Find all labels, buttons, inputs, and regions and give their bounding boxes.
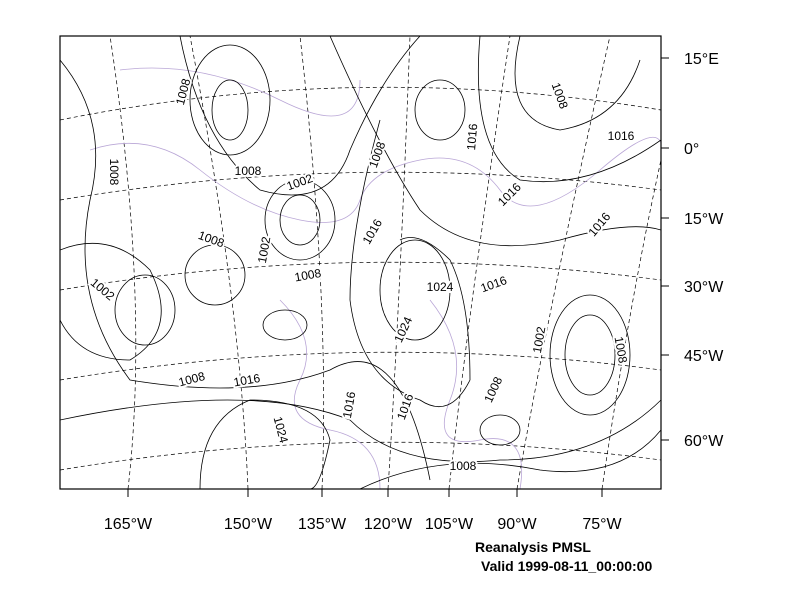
lon-label: 165°W: [104, 516, 153, 533]
contour-labels: 1008 1008 1008 1002 1008 1002 1002 1008 1016 1008…: [86, 75, 637, 475]
contour-label: 1002: [285, 171, 315, 193]
contours: [60, 36, 661, 489]
contour-label: 1008: [177, 369, 207, 390]
contour-label: 1008: [293, 266, 322, 284]
lat-label: 30°W: [684, 279, 724, 296]
lat-label: 15°E: [684, 51, 719, 68]
lon-label: 105°W: [425, 516, 474, 533]
lon-label: 150°W: [224, 516, 273, 533]
contour-label: 1008: [549, 81, 571, 111]
map-frame: [59, 35, 662, 490]
contour-label: 1016: [608, 129, 635, 143]
contour-label: 1008: [450, 459, 477, 473]
contour-label: 1008: [235, 164, 262, 178]
contour-label: 1024: [427, 280, 454, 294]
lat-label: 60°W: [684, 433, 724, 450]
lat-label: 45°W: [684, 348, 724, 365]
contour-label: 1008: [481, 374, 505, 404]
map-subtitle: Valid 1999-08-11_00:00:00: [481, 558, 652, 574]
contour-label: 1016: [394, 391, 416, 421]
contour-label: 1016: [464, 123, 480, 151]
contour-label: 1002: [88, 275, 118, 303]
lat-label: 0°: [684, 141, 699, 158]
contour-label: 1002: [255, 235, 273, 264]
contour-label: 1016: [340, 390, 358, 419]
contour-label: 1016: [232, 371, 261, 389]
map-title: Reanalysis PMSL: [475, 539, 591, 555]
contour-label: 1008: [366, 139, 388, 169]
lon-label: 90°W: [497, 516, 537, 533]
contour-label: 1002: [530, 325, 548, 354]
contour-label: 1008: [107, 159, 121, 186]
lon-label: 135°W: [298, 516, 347, 533]
contour-label: 1008: [196, 228, 226, 250]
contour-label: 1016: [585, 209, 613, 239]
axis-labels: 165°W 150°W 135°W 120°W 105°W 90°W 75°W 15°E 0° 1…: [104, 51, 724, 533]
lat-label: 15°W: [684, 211, 724, 228]
contour-label: 1016: [479, 273, 509, 295]
coastlines: [89, 67, 661, 489]
lon-label: 120°W: [364, 516, 413, 533]
contour-label: 1016: [360, 216, 386, 246]
contour-label: 1024: [271, 415, 292, 445]
map-body: [60, 36, 661, 489]
contour-label: 1008: [612, 335, 630, 364]
lon-label: 75°W: [582, 516, 622, 533]
